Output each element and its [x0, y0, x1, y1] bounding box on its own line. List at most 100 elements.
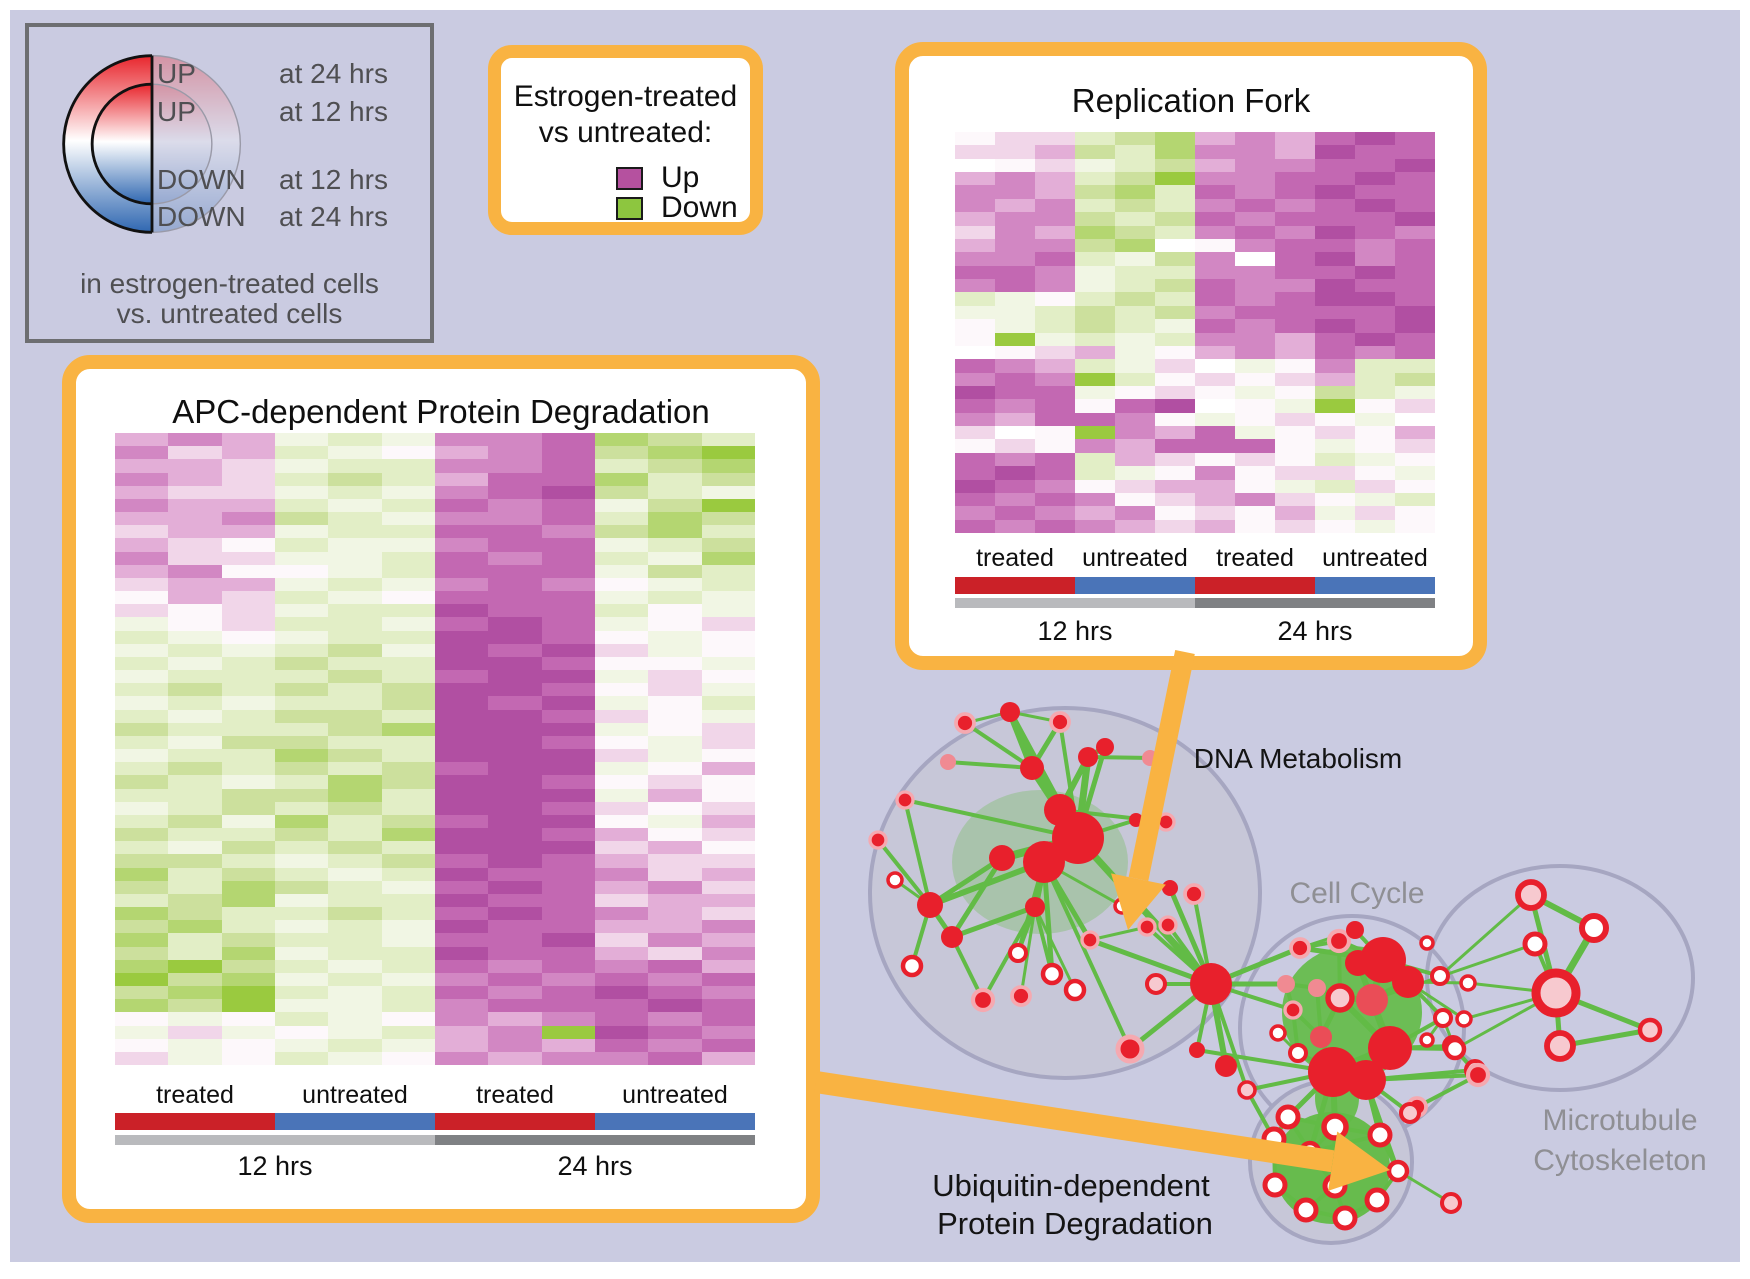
annotation-label: 24 hrs: [557, 1151, 633, 1181]
heatmap-cell: [434, 498, 489, 512]
heatmap-cell: [488, 854, 542, 868]
heatmap-cell: [168, 525, 222, 539]
heatmap-cell: [1235, 399, 1275, 413]
heatmap-cell: [488, 972, 542, 986]
heatmap-cell: [1155, 292, 1195, 306]
heatmap-cell: [541, 630, 595, 644]
heatmap-cell: [955, 292, 995, 306]
heatmap-cell: [995, 492, 1035, 507]
heatmap-cell: [274, 1012, 329, 1026]
heatmap-cell: [648, 814, 702, 828]
heatmap-cell: [1035, 399, 1075, 413]
heatmap-cell: [594, 814, 649, 828]
heatmap-cell: [168, 604, 222, 618]
heatmap-cell: [434, 656, 489, 670]
heatmap-cell: [434, 880, 489, 894]
heatmap-cell: [1275, 265, 1315, 280]
heatmap-cell: [1395, 412, 1435, 427]
heatmap-cell: [1035, 372, 1075, 386]
heatmap-cell: [1355, 372, 1395, 386]
heatmap-cell: [701, 1051, 755, 1065]
heatmap-cell: [274, 433, 329, 447]
heatmap-cell: [168, 959, 222, 973]
heatmap-cell: [274, 933, 329, 947]
heatmap-cell: [648, 564, 702, 578]
heatmap-cell: [328, 959, 382, 973]
heatmap-cell: [701, 709, 755, 723]
heatmap-cell: [701, 907, 755, 921]
legend-up-12-dir: UP: [157, 96, 196, 127]
heatmap-cell: [1275, 279, 1315, 293]
heatmap-cell: [488, 946, 542, 960]
annotation-bar: [1315, 577, 1435, 594]
heatmap-cell: [594, 485, 649, 499]
heatmap-cell: [381, 656, 435, 670]
heatmap-cell: [274, 999, 329, 1013]
heatmap-cell: [1195, 292, 1235, 306]
heatmap-cell: [1075, 399, 1115, 413]
heatmap-cell: [541, 946, 595, 960]
heatmap-cell: [221, 959, 275, 973]
heatmap-cell: [1035, 172, 1075, 186]
heatmap-cell: [1315, 412, 1355, 427]
heatmap-cell: [1395, 359, 1435, 373]
heatmap-cell: [381, 775, 435, 789]
annotation-bar: [955, 598, 1195, 608]
heatmap-cell: [488, 538, 542, 552]
timepoint-legend-box: UP UP DOWN DOWN at 24 hrs at 12 hrs at 1…: [25, 23, 434, 343]
heatmap-cell: [701, 722, 755, 736]
heatmap-cell: [488, 591, 542, 605]
heatmap-cell: [541, 472, 595, 486]
heatmap-cell: [328, 775, 382, 789]
heatmap-cell: [541, 1038, 595, 1052]
heatmap-cell: [488, 814, 542, 828]
heatmap-cell: [594, 880, 649, 894]
heatmap-cell: [1355, 506, 1395, 520]
heatmap-cell: [381, 946, 435, 960]
heatmap-cell: [434, 814, 489, 828]
heatmap-cell: [115, 604, 169, 618]
heatmap-cell: [1315, 212, 1355, 226]
heatmap-cell: [1075, 198, 1115, 213]
heatmap-cell: [1355, 319, 1395, 333]
heatmap-cell: [328, 485, 382, 499]
heatmap-cell: [1275, 479, 1315, 493]
heatmap-cell: [541, 801, 595, 815]
heatmap-cell: [701, 1012, 755, 1026]
heatmap-cell: [594, 643, 649, 657]
heatmap-cell: [381, 512, 435, 526]
heatmap-cell: [1115, 466, 1155, 480]
heatmap-cell: [701, 433, 755, 447]
heatmap-cell: [221, 788, 275, 802]
heatmap-cell: [1075, 492, 1115, 507]
heatmap-cell: [995, 145, 1035, 159]
heatmap-cell: [1395, 292, 1435, 306]
heatmap-cell: [488, 656, 542, 670]
heatmap-cell: [1195, 225, 1235, 239]
heatmap-cell: [1075, 319, 1115, 333]
heatmap-cell: [221, 1051, 275, 1065]
heatmap-cell: [594, 893, 649, 907]
replication-fork-group-labels: treated untreated treated untreated: [955, 544, 1435, 572]
heatmap-cell: [1195, 439, 1235, 453]
heatmap-cell: [1235, 506, 1275, 520]
heatmap-cell: [594, 656, 649, 670]
heatmap-cell: [1075, 426, 1115, 440]
heatmap-cell: [1275, 399, 1315, 413]
heatmap-cell: [274, 670, 329, 684]
heatmap-cell: [381, 972, 435, 986]
heatmap-cell: [221, 972, 275, 986]
heatmap-cell: [701, 867, 755, 881]
heatmap-cell: [541, 828, 595, 842]
heatmap-cell: [648, 433, 702, 447]
heatmap-cell: [955, 399, 995, 413]
heatmap-cell: [1315, 172, 1355, 186]
heatmap-cell: [434, 959, 489, 973]
heatmap-cell: [115, 643, 169, 657]
heatmap-cell: [168, 828, 222, 842]
up-down-gradient-circle: [62, 54, 242, 234]
heatmap-cell: [381, 907, 435, 921]
heatmap-cell: [701, 986, 755, 1000]
heatmap-cell: [168, 854, 222, 868]
heatmap-cell: [1315, 158, 1355, 173]
